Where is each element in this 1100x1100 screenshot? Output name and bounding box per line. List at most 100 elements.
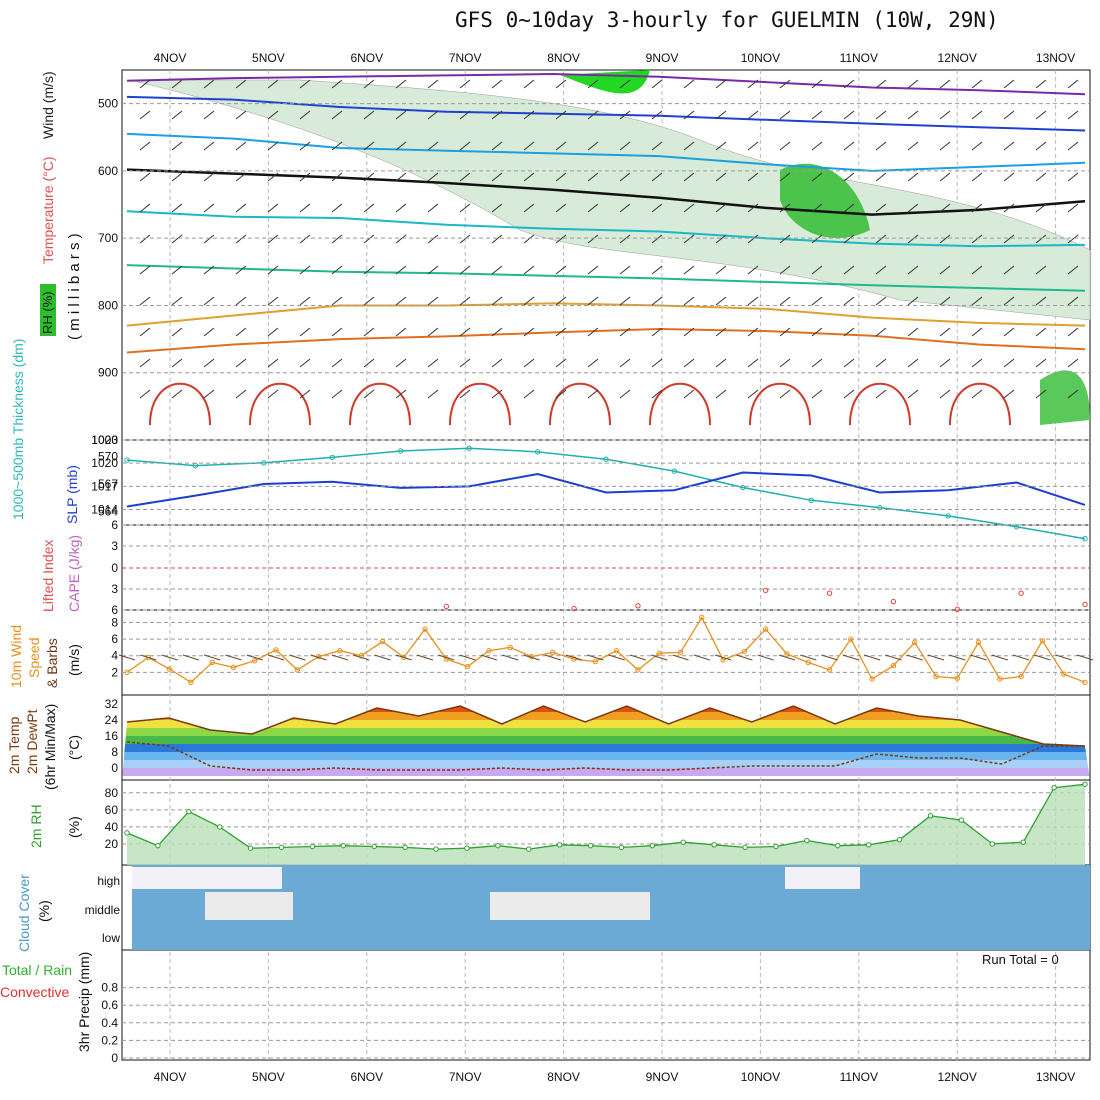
upper-wind-barb: [171, 265, 183, 275]
wind10-point: [145, 654, 151, 661]
rh2-point: [155, 842, 161, 849]
lifted-point: [826, 590, 833, 596]
upper-wind-barb: [683, 234, 695, 244]
upper-wind-barb: [395, 203, 407, 213]
cloud-unit-label: (%): [36, 900, 52, 922]
temp2-unit-label: (°C): [66, 734, 82, 760]
precip-axis-label: 3hr Precip (mm): [76, 951, 92, 1052]
pressure-tick-label: 500: [98, 97, 118, 111]
upper-wind-barb: [491, 265, 503, 275]
wind10-barb: [480, 654, 498, 661]
upper-wind-barb: [299, 172, 311, 182]
upper-wind-barb: [491, 141, 503, 151]
wind10-point: [401, 654, 407, 661]
wind10-point: [1018, 673, 1024, 680]
lifted-point: [571, 605, 577, 612]
wind10-point: [784, 651, 790, 657]
upper-wind-barb: [587, 327, 599, 337]
isotherm-contour-line: [126, 210, 1086, 248]
upper-wind-barb: [555, 327, 567, 337]
upper-wind-barb: [363, 79, 375, 89]
upper-wind-barb: [971, 296, 983, 306]
upper-wind-barb: [427, 358, 439, 368]
wind10-point: [252, 658, 258, 664]
upper-wind-barb: [651, 110, 663, 120]
upper-wind-barb: [939, 389, 951, 399]
warm-layer-contour: [949, 382, 1011, 426]
wind10-point: [571, 656, 577, 662]
upper-wind-barb: [395, 110, 407, 120]
day-label-bottom: 7NOV: [449, 1070, 482, 1084]
upper-wind-barb: [779, 234, 791, 244]
upper-wind-barb: [331, 234, 343, 244]
day-label-top: 4NOV: [154, 51, 187, 65]
precip-tick-label: 0.2: [101, 1033, 118, 1047]
upper-wind-barb: [747, 141, 759, 151]
upper-wind-barb: [1003, 172, 1015, 182]
upper-wind-barb: [363, 296, 375, 306]
cloud-clear-gap: [132, 867, 282, 889]
upper-wind-barb: [747, 265, 759, 275]
upper-wind-barb: [203, 296, 215, 306]
upper-wind-barb: [747, 110, 759, 120]
wind10-point: [592, 658, 599, 665]
rh2-point: [1082, 781, 1088, 787]
wind10-barb: [225, 654, 242, 661]
temp2-line: [126, 705, 1086, 747]
temp-band: [122, 720, 1090, 728]
day-label-bottom: 12NOV: [938, 1070, 977, 1084]
upper-wind-barb: [715, 327, 727, 337]
thickness-axis-label: 1000~500mb Thickness (dm): [10, 338, 26, 520]
rh2-point: [618, 844, 625, 851]
upper-wind-barb: [363, 110, 375, 120]
temp-band: [122, 760, 1090, 768]
upper-wind-barb: [427, 296, 439, 306]
rh2-point: [927, 813, 934, 819]
pressure-tick-label: 800: [98, 298, 118, 312]
thickness-point: [466, 445, 472, 451]
wind10-point: [464, 663, 471, 670]
day-label-top: 5NOV: [252, 51, 285, 65]
wind10-point: [124, 669, 130, 676]
upper-wind-barb: [139, 234, 151, 244]
wind10-point: [188, 679, 194, 686]
upper-wind-barb: [651, 79, 663, 89]
upper-wind-barb: [587, 203, 599, 213]
upper-wind-barb: [619, 234, 631, 244]
upper-wind-barb: [747, 172, 759, 182]
upper-wind-barb: [1067, 141, 1079, 151]
upper-wind-barb: [491, 327, 503, 337]
upper-wind-barb: [299, 203, 311, 213]
upper-wind-barb: [267, 265, 279, 275]
cloud-clear-gap: [490, 892, 650, 920]
upper-wind-barb: [427, 172, 439, 182]
wind10-point: [550, 649, 556, 656]
cape-axis-label: CAPE (J/kg): [66, 534, 82, 612]
rh2-point: [124, 830, 130, 836]
upper-wind-barb: [1003, 110, 1015, 120]
upper-wind-barb: [651, 296, 663, 306]
upper-wind-barb: [811, 265, 823, 275]
upper-wind-barb: [139, 79, 151, 89]
temp2-axis-label: 2m Temp: [6, 716, 22, 774]
wind10-barb: [885, 654, 902, 661]
isotherm-contour-line: [126, 327, 1086, 354]
upper-wind-barb: [491, 110, 503, 120]
upper-wind-barb: [267, 79, 279, 89]
upper-wind-barb: [1067, 79, 1079, 89]
temp-band: [122, 736, 1090, 744]
upper-wind-barb: [139, 389, 151, 399]
upper-wind-barb: [299, 296, 311, 306]
upper-wind-barb: [779, 327, 791, 337]
wind10-point: [613, 648, 620, 654]
upper-wind-barb: [1035, 296, 1047, 306]
lifted-point: [1082, 601, 1088, 608]
wind10-barb: [140, 654, 157, 661]
wind10-point: [975, 639, 982, 646]
upper-wind-barb: [651, 389, 663, 399]
rh2-point: [958, 817, 965, 823]
upper-wind-barb: [747, 234, 759, 244]
wind10-barb: [693, 654, 710, 661]
upper-wind-barb: [715, 234, 727, 244]
wind10-barb: [991, 654, 1008, 661]
